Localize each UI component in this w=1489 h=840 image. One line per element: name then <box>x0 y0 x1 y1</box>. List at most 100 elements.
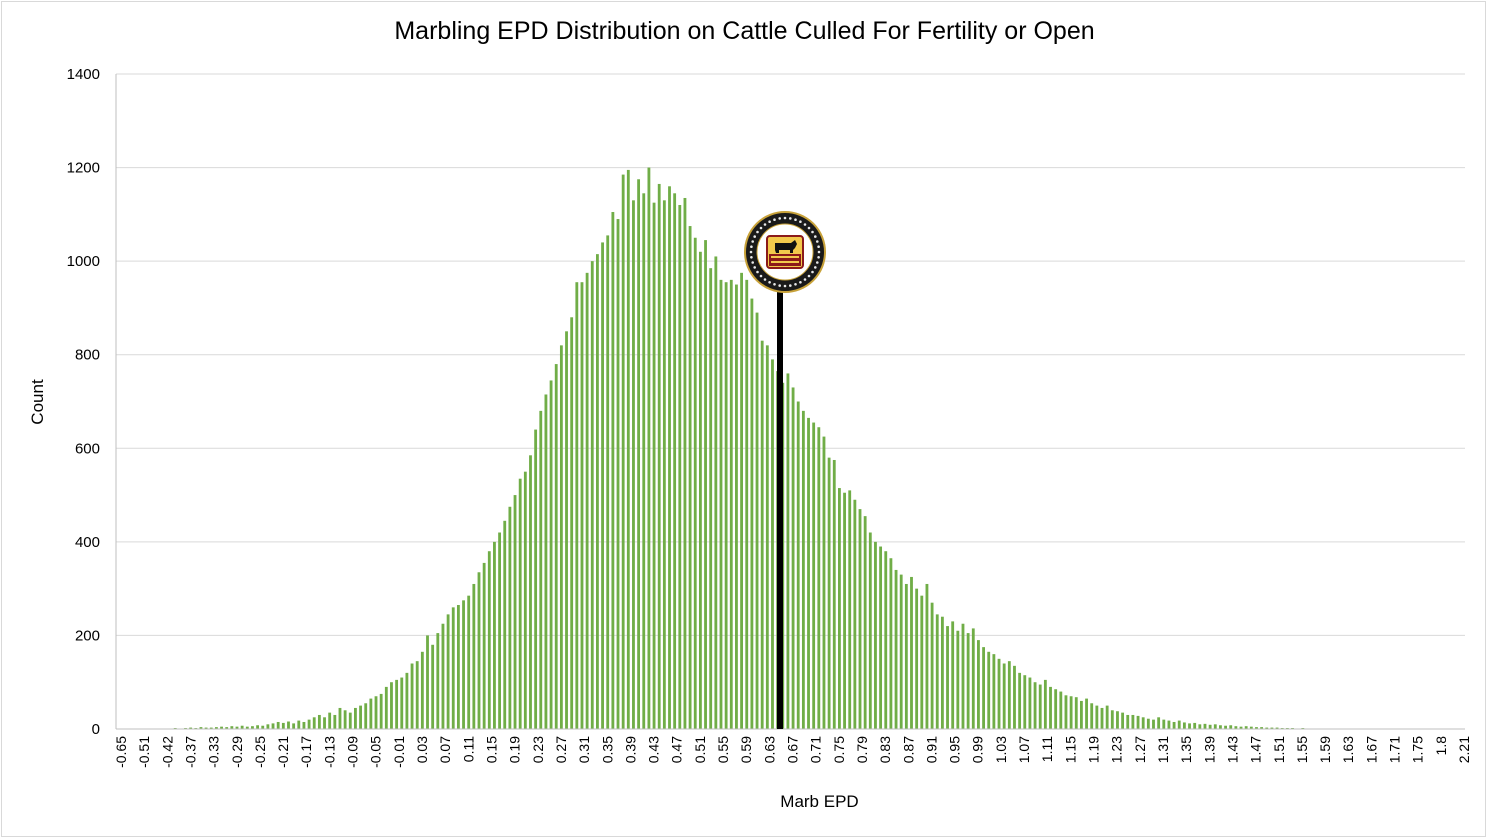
bar <box>214 727 218 729</box>
bar <box>384 686 388 729</box>
bar <box>575 282 579 729</box>
bar <box>724 282 728 729</box>
bar <box>523 471 527 729</box>
bar <box>827 457 831 729</box>
bar <box>1224 725 1227 729</box>
bar <box>328 712 332 730</box>
bar <box>1100 707 1104 729</box>
x-tick-label: 1.59 <box>1317 736 1333 763</box>
x-tick-label: 0.71 <box>808 736 824 763</box>
bar <box>838 488 841 729</box>
bar <box>771 359 774 729</box>
x-tick-label: -0.42 <box>159 736 175 768</box>
bar <box>256 725 260 729</box>
bar <box>626 169 630 729</box>
bar <box>209 727 213 729</box>
bar <box>719 279 723 729</box>
bar <box>606 235 610 729</box>
bar <box>693 237 697 729</box>
bars <box>117 167 1372 730</box>
bar <box>832 459 836 729</box>
bar <box>632 200 635 729</box>
bar <box>554 364 558 729</box>
y-tick-label: 1200 <box>67 160 100 177</box>
bar <box>431 644 435 729</box>
bar <box>698 251 702 730</box>
bar <box>1007 661 1011 729</box>
bar <box>405 672 409 729</box>
x-tick-label: 0.63 <box>761 736 777 763</box>
x-tick-label: 2.21 <box>1456 736 1472 763</box>
bar <box>317 714 321 729</box>
bar <box>534 429 538 729</box>
bar <box>364 703 368 729</box>
bar <box>1152 719 1155 729</box>
x-tick-label: 0.79 <box>854 736 870 763</box>
bar <box>971 628 975 729</box>
bar <box>925 583 929 729</box>
x-tick-label: 0.11 <box>460 736 476 762</box>
bar <box>204 727 208 729</box>
bar <box>395 679 399 730</box>
x-tick-label: 1.8 <box>1433 736 1449 756</box>
bar <box>539 410 543 729</box>
bar <box>240 725 244 729</box>
bar <box>220 726 223 729</box>
bar <box>951 621 955 729</box>
x-tick-label: 1.07 <box>1016 736 1032 763</box>
bar <box>1162 719 1166 729</box>
bar <box>904 583 908 729</box>
bar <box>601 242 604 729</box>
bar <box>786 373 790 729</box>
bar <box>1038 684 1042 729</box>
bar <box>338 707 342 729</box>
bar <box>977 640 980 729</box>
bar <box>410 663 414 729</box>
bar <box>791 387 795 729</box>
x-tick-label: 0.67 <box>785 736 801 763</box>
bar <box>1219 725 1222 729</box>
bar <box>348 712 352 730</box>
bar <box>709 268 713 729</box>
x-tick-label: 0.87 <box>900 736 916 763</box>
bar <box>935 614 939 730</box>
bar <box>1069 696 1073 729</box>
bar <box>1203 723 1207 729</box>
bar <box>189 727 193 729</box>
x-tick-label: 1.27 <box>1132 736 1148 763</box>
bar <box>493 541 496 729</box>
bar <box>1013 665 1016 729</box>
x-tick-label: -0.33 <box>206 736 222 768</box>
bar <box>1141 717 1145 729</box>
bar <box>549 380 553 729</box>
bar <box>1110 710 1114 729</box>
x-tick-label: 0.43 <box>646 736 662 763</box>
bar <box>225 727 229 729</box>
bar <box>987 651 991 729</box>
chart-title: Marbling EPD Distribution on Cattle Cull… <box>394 17 1095 45</box>
bar <box>441 623 445 729</box>
x-tick-label: 1.67 <box>1363 736 1379 763</box>
x-tick-label: 1.23 <box>1109 736 1125 763</box>
bar <box>199 727 203 729</box>
x-tick-label: 1.71 <box>1387 736 1403 763</box>
x-tick-label: 0.07 <box>437 736 453 763</box>
bar <box>1208 724 1212 729</box>
bar <box>1059 691 1063 729</box>
bar <box>1239 726 1243 729</box>
brand-logo-icon <box>744 211 826 293</box>
bar <box>1193 722 1197 729</box>
bar <box>297 720 301 729</box>
x-tick-label: 1.51 <box>1271 736 1287 763</box>
x-tick-label: 0.55 <box>715 736 731 763</box>
bar <box>420 651 424 729</box>
x-tick-label: -0.65 <box>113 736 129 768</box>
bar <box>1265 727 1269 729</box>
x-axis-title: Marb EPD <box>780 792 859 811</box>
bar <box>287 721 290 729</box>
bar <box>302 721 306 729</box>
bar <box>477 572 481 729</box>
bar <box>611 212 615 729</box>
bar <box>570 317 574 729</box>
x-tick-label: 1.15 <box>1062 736 1078 763</box>
